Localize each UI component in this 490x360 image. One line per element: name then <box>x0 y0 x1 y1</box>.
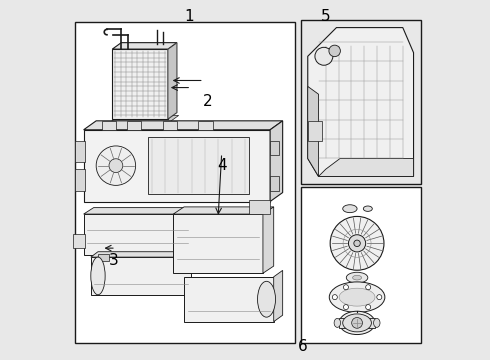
Ellipse shape <box>258 281 275 317</box>
Circle shape <box>348 235 366 252</box>
Circle shape <box>109 159 123 172</box>
Bar <box>248 200 270 214</box>
Circle shape <box>377 294 382 300</box>
Polygon shape <box>270 121 283 202</box>
Polygon shape <box>84 214 191 255</box>
Bar <box>73 234 85 248</box>
Bar <box>270 140 279 155</box>
Polygon shape <box>148 137 248 194</box>
Text: 6: 6 <box>297 339 307 354</box>
Polygon shape <box>111 116 179 122</box>
Polygon shape <box>173 207 274 214</box>
Circle shape <box>366 305 371 310</box>
Bar <box>270 176 279 191</box>
Bar <box>163 121 177 130</box>
Circle shape <box>315 47 333 65</box>
Bar <box>126 121 141 130</box>
Ellipse shape <box>343 314 371 332</box>
Ellipse shape <box>334 318 341 327</box>
Circle shape <box>352 318 363 328</box>
Ellipse shape <box>364 206 372 211</box>
Polygon shape <box>308 28 414 176</box>
Circle shape <box>329 45 341 57</box>
Polygon shape <box>173 214 263 273</box>
Circle shape <box>343 285 348 290</box>
Bar <box>198 121 213 130</box>
Polygon shape <box>168 42 177 119</box>
Circle shape <box>330 216 384 270</box>
Polygon shape <box>191 208 201 255</box>
Text: 5: 5 <box>321 9 330 24</box>
Bar <box>300 21 421 184</box>
Bar <box>101 121 116 130</box>
Polygon shape <box>84 208 201 214</box>
Polygon shape <box>84 121 283 130</box>
Polygon shape <box>112 49 168 119</box>
Polygon shape <box>339 318 375 328</box>
Polygon shape <box>318 158 414 176</box>
Ellipse shape <box>373 318 380 327</box>
Polygon shape <box>263 207 274 273</box>
Bar <box>300 187 421 343</box>
Ellipse shape <box>343 205 357 213</box>
Polygon shape <box>91 252 198 257</box>
Text: 3: 3 <box>109 253 119 268</box>
Circle shape <box>343 305 348 310</box>
Ellipse shape <box>353 275 362 280</box>
Bar <box>98 253 109 261</box>
Circle shape <box>366 285 371 290</box>
Ellipse shape <box>339 311 375 334</box>
Ellipse shape <box>329 282 385 312</box>
Bar <box>308 121 322 141</box>
Polygon shape <box>274 270 283 321</box>
Polygon shape <box>91 257 191 295</box>
Ellipse shape <box>339 288 375 306</box>
Ellipse shape <box>91 257 105 295</box>
Polygon shape <box>184 277 274 321</box>
Polygon shape <box>112 42 177 49</box>
Polygon shape <box>84 130 270 202</box>
Text: 4: 4 <box>217 158 226 173</box>
Bar <box>74 22 295 343</box>
Text: 2: 2 <box>202 94 212 109</box>
Text: 1: 1 <box>185 9 194 24</box>
Circle shape <box>354 240 360 247</box>
Ellipse shape <box>346 272 368 283</box>
Circle shape <box>96 146 136 185</box>
Bar <box>74 169 85 191</box>
Circle shape <box>332 294 337 300</box>
Bar <box>74 140 85 162</box>
Polygon shape <box>308 86 319 176</box>
